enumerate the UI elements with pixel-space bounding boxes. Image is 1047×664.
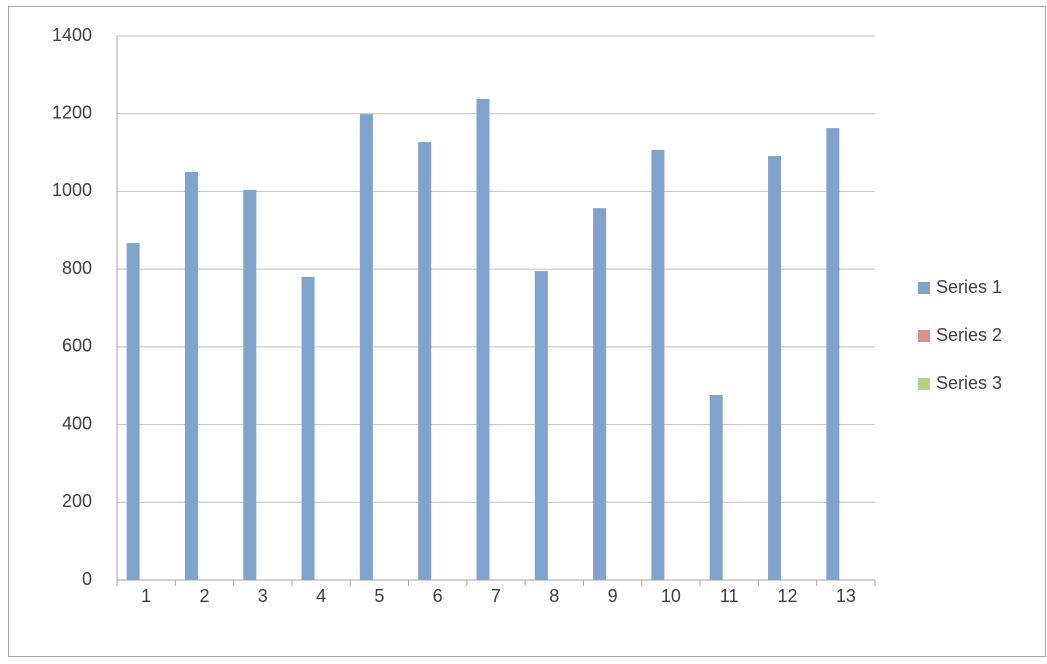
y-tick-label: 1200 (52, 102, 92, 122)
x-tick-label: 5 (374, 586, 384, 606)
bar (126, 243, 140, 580)
bar (651, 149, 665, 580)
bar (476, 98, 490, 580)
x-tick-label: 3 (258, 586, 268, 606)
x-tick-label: 1 (141, 586, 151, 606)
x-tick-label: 13 (836, 586, 856, 606)
x-tick-label: 6 (433, 586, 443, 606)
bar (243, 189, 257, 581)
y-tick-label: 1400 (52, 25, 92, 45)
bar (826, 128, 840, 580)
bar (593, 208, 607, 580)
chart-frame (8, 6, 1046, 657)
y-tick-label: 1000 (52, 180, 92, 200)
x-tick-label: 7 (491, 586, 501, 606)
legend-swatch (918, 330, 930, 342)
legend-swatch (918, 378, 930, 390)
legend-label: Series 2 (936, 325, 1002, 345)
bar (534, 271, 548, 580)
x-tick-label: 4 (316, 586, 326, 606)
y-tick-label: 200 (62, 491, 92, 511)
x-tick-label: 10 (661, 586, 681, 606)
y-tick-label: 0 (82, 569, 92, 589)
x-tick-label: 2 (199, 586, 209, 606)
bar (359, 114, 373, 581)
x-tick-label: 12 (778, 586, 798, 606)
bar (768, 156, 782, 580)
y-tick-label: 400 (62, 413, 92, 433)
y-tick-label: 600 (62, 336, 92, 356)
bar (301, 276, 315, 580)
x-tick-label: 11 (720, 586, 739, 606)
legend-label: Series 3 (936, 373, 1002, 393)
x-tick-label: 9 (608, 586, 618, 606)
legend-swatch (918, 282, 930, 294)
bar (184, 172, 198, 580)
bar (418, 142, 432, 580)
bar (709, 395, 723, 580)
y-tick-label: 800 (62, 258, 92, 278)
x-tick-label: 8 (549, 586, 559, 606)
legend-label: Series 1 (936, 277, 1002, 297)
